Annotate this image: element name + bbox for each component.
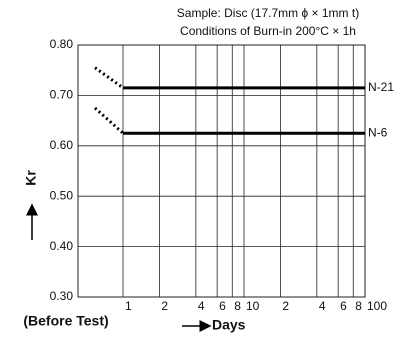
x-tick-label: 100	[367, 299, 387, 313]
y-axis-label: Kr	[23, 170, 39, 186]
x-axis-label: Days	[212, 317, 246, 333]
series-label: N-21	[368, 80, 394, 94]
y-tick-label: 0.70	[50, 88, 74, 102]
before-test-line	[93, 106, 125, 135]
y-tick-label: 0.80	[50, 37, 74, 51]
chart-subtitle: Conditions of Burn-in 200°C × 1h	[180, 24, 356, 38]
x-tick-label: 1	[125, 299, 132, 313]
y-tick-label: 0.50	[50, 188, 74, 202]
x-tick-label: 6	[340, 299, 347, 313]
before-test-label: (Before Test)	[23, 313, 108, 329]
plot-frame	[77, 44, 366, 298]
x-tick-label: 4	[198, 299, 205, 313]
y-tick-label: 0.40	[50, 239, 74, 253]
series-label: N-6	[368, 125, 388, 139]
x-tick-label: 2	[161, 299, 168, 313]
chart-title: Sample: Disc (17.7mm ϕ × 1mm t)	[177, 6, 359, 20]
y-tick-label: 0.60	[50, 138, 74, 152]
y-tick-label: 0.30	[50, 289, 74, 303]
before-test-line	[94, 66, 124, 90]
x-tick-label: 8	[355, 299, 362, 313]
x-tick-label: 4	[319, 299, 326, 313]
x-tick-label: 2	[282, 299, 289, 313]
x-tick-label: 8	[234, 299, 241, 313]
x-tick-label: 6	[219, 299, 226, 313]
x-tick-label: 10	[246, 299, 260, 313]
